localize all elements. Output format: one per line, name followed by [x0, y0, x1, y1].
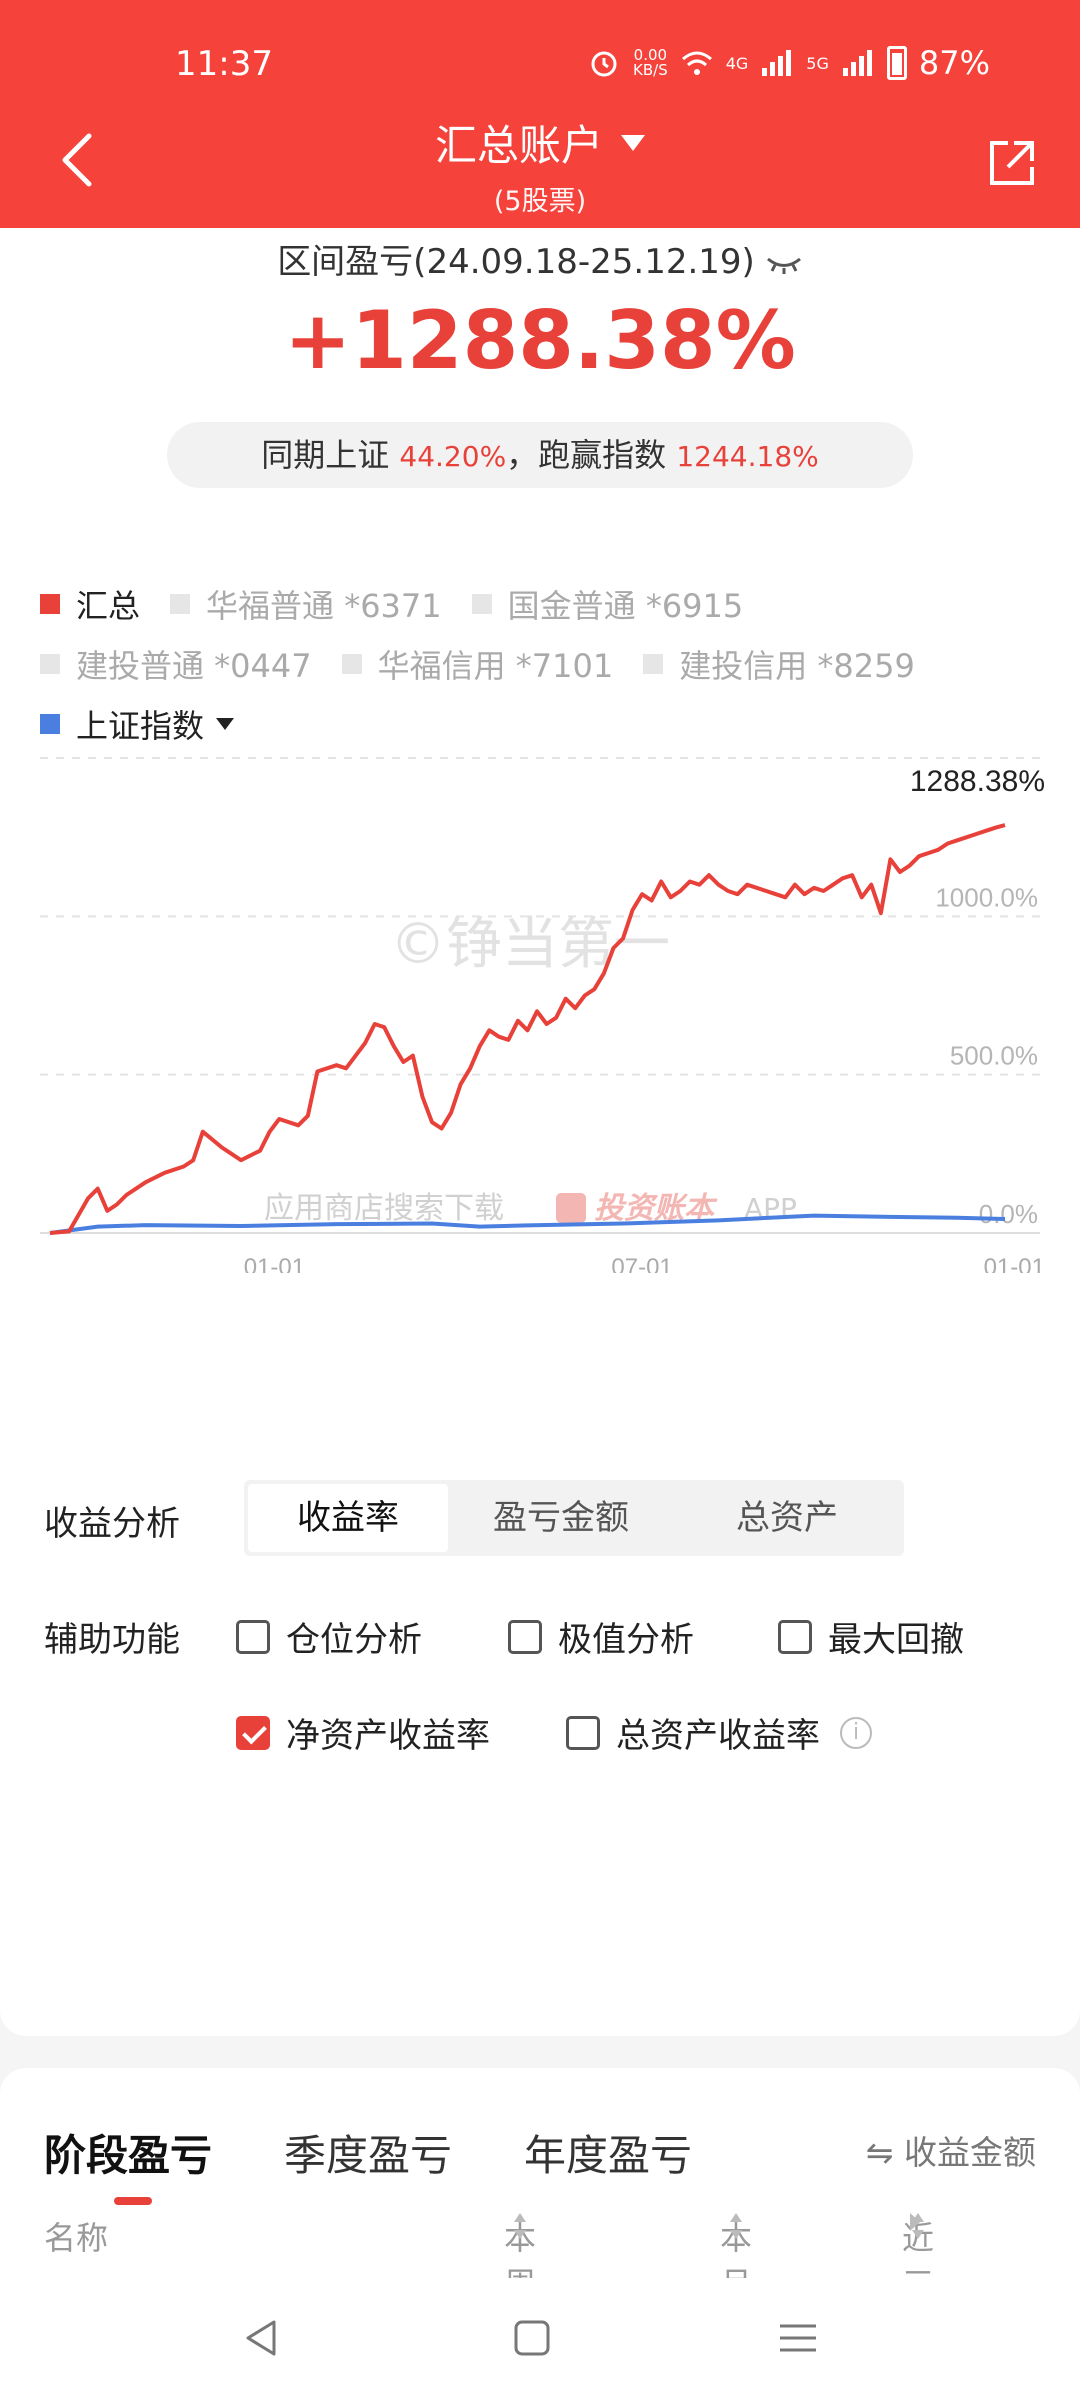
- app-header: 11:37 0.00 KB/S 4G 5G 87% 汇总账户 (5股票): [0, 0, 1080, 228]
- legend-swatch: [471, 594, 492, 614]
- series-line: [49, 823, 1006, 1235]
- checkbox-icon: [566, 1715, 600, 1750]
- legend-swatch: [40, 714, 60, 734]
- summary-card: 区间盈亏(24.09.18-25.12.19) +1288.38% 同期上证 4…: [0, 228, 1080, 2036]
- income-amount-toggle[interactable]: ⇋ 收益金额: [865, 2133, 1036, 2172]
- app-ad-text: 应用商店搜索下载: [264, 1191, 504, 1226]
- checkbox-icon: [778, 1619, 812, 1654]
- share-icon[interactable]: [984, 135, 1040, 191]
- tab-profit-amount[interactable]: 盈亏金额: [493, 1498, 629, 1538]
- tab-year-pnl[interactable]: 年度盈亏: [524, 2131, 693, 2180]
- alarm-icon: [591, 51, 617, 77]
- period-tabs: 阶段盈亏 季度盈亏 年度盈亏: [44, 2122, 764, 2205]
- chevron-down-icon: [621, 134, 645, 151]
- eye-closed-icon[interactable]: [765, 254, 803, 274]
- checkbox-position-analysis[interactable]: 仓位分析: [236, 1612, 422, 1661]
- legend-swatch: [40, 654, 60, 674]
- legend-swatch: [40, 594, 60, 614]
- checkbox-checked-icon: [236, 1715, 270, 1750]
- x-tick-label: 01-01: [244, 1254, 305, 1273]
- tab-total-assets[interactable]: 总资产: [736, 1498, 838, 1538]
- status-bar: 11:37 0.00 KB/S 4G 5G 87%: [0, 0, 1080, 110]
- legend-item-account[interactable]: 建投普通 *0447: [40, 641, 312, 687]
- checkbox-roe[interactable]: 净资产收益率: [236, 1708, 490, 1757]
- legend-item-account[interactable]: 建投信用 *8259: [643, 641, 915, 687]
- signal-label-1: 4G: [725, 53, 749, 73]
- signal-label-2: 5G: [806, 53, 829, 73]
- page-title: 汇总账户: [434, 121, 603, 170]
- col-name: 名称: [44, 2219, 109, 2257]
- battery-icon: [886, 46, 907, 80]
- y-tick-label: 0.0%: [979, 1199, 1038, 1229]
- chart-legend: 汇总 华福普通 *6371 国金普通 *6915 建投普通 *0447 华福信用…: [40, 574, 1040, 754]
- back-arrow-icon[interactable]: [55, 130, 99, 190]
- caret-down-icon: [216, 718, 235, 730]
- y-tick-label: 1500.0%: [935, 753, 1038, 754]
- return-chart[interactable]: 1500.0%1000.0%500.0%0.0%©铮当第一应用商店搜索下载投资账…: [0, 753, 1080, 1273]
- end-value-label: 1288.38%: [910, 765, 1045, 798]
- tab-stage-pnl[interactable]: 阶段盈亏: [44, 2122, 212, 2205]
- checkbox-icon: [508, 1619, 542, 1654]
- info-icon[interactable]: i: [840, 1716, 872, 1749]
- y-tick-label: 1000.0%: [935, 882, 1038, 912]
- tab-quarter-pnl[interactable]: 季度盈亏: [284, 2131, 453, 2180]
- nav-home-icon[interactable]: [502, 2308, 562, 2368]
- checkbox-max-drawdown[interactable]: 最大回撤: [778, 1612, 964, 1661]
- account-switcher[interactable]: 汇总账户 (5股票): [340, 112, 740, 218]
- signal-icon: [762, 50, 792, 76]
- nav-back-icon[interactable]: [232, 2308, 292, 2368]
- checkbox-extreme-analysis[interactable]: 极值分析: [508, 1612, 694, 1661]
- x-tick-label: 01-01: [984, 1254, 1045, 1273]
- checkbox-icon: [236, 1619, 270, 1654]
- analysis-label: 收益分析: [44, 1504, 180, 1544]
- legend-swatch: [643, 654, 664, 674]
- checkbox-roa[interactable]: 总资产收益率 i: [566, 1708, 872, 1757]
- total-return: +1288.38%: [284, 294, 796, 387]
- system-nav-bar: [0, 2278, 1080, 2400]
- status-time: 11:37: [175, 44, 273, 84]
- sort-icon: [730, 2213, 742, 2239]
- legend-item-account[interactable]: 华福普通 *6371: [170, 581, 442, 627]
- page-subtitle: (5股票): [493, 186, 587, 217]
- battery-level: 87%: [918, 44, 990, 82]
- net-speed: 0.00 KB/S: [633, 46, 668, 79]
- watermark-text: ©铮当第一: [390, 912, 670, 977]
- x-tick-label: 07-01: [611, 1254, 672, 1273]
- status-icons: 0.00 KB/S 4G 5G 87%: [587, 44, 990, 82]
- range-label: 区间盈亏(24.09.18-25.12.19): [0, 234, 1080, 283]
- chevron-right-icon: [910, 2213, 920, 2231]
- index-comparison: 同期上证 44.20%，跑赢指数 1244.18%: [167, 422, 913, 488]
- aux-label: 辅助功能: [44, 1620, 180, 1660]
- legend-item-total[interactable]: 汇总: [40, 581, 140, 627]
- legend-item-index[interactable]: 上证指数: [40, 701, 235, 747]
- app-logo-icon: [556, 1193, 586, 1223]
- analysis-segmented-control: 收益率 盈亏金额 总资产: [244, 1480, 904, 1556]
- y-tick-label: 500.0%: [950, 1041, 1038, 1071]
- sort-icon: [514, 2213, 526, 2239]
- signal-icon-2: [842, 50, 872, 76]
- series-line: [49, 1213, 1006, 1235]
- nav-menu-icon[interactable]: [768, 2308, 828, 2368]
- legend-swatch: [170, 594, 191, 614]
- legend-item-account[interactable]: 国金普通 *6915: [471, 581, 743, 627]
- legend-swatch: [341, 654, 362, 674]
- wifi-icon: [681, 51, 712, 75]
- legend-item-account[interactable]: 华福信用 *7101: [341, 641, 613, 687]
- tab-return-rate[interactable]: 收益率: [248, 1484, 448, 1552]
